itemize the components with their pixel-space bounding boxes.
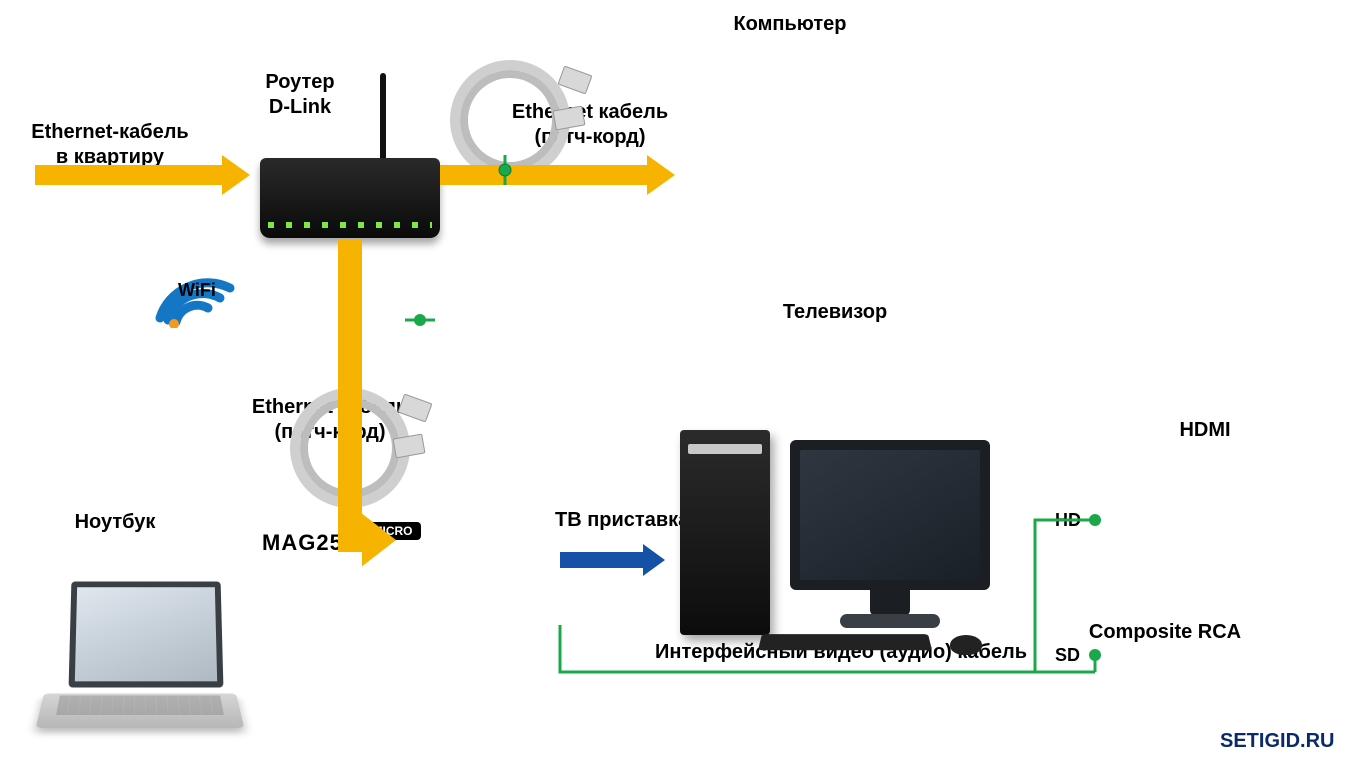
ethernet-cable-icon [450,60,570,180]
mag250-badge: MAG250 MICRO [262,530,421,556]
label-tv: Телевизор [783,300,887,325]
laptop-device [40,580,240,740]
mag-text: MAG [262,530,316,555]
label-computer: Компьютер [733,12,846,37]
label-hd: HD [1055,510,1081,531]
label-hdmi: HDMI [1179,418,1230,443]
wifi-icon: WiFi [150,258,240,328]
diagram-canvas: { "labels": { "computer": "Компьютер", "… [0,0,1356,759]
label-rca: Composite RCA [1089,620,1241,645]
label-ethernet-in: Ethernet-кабель в квартиру [31,120,188,170]
mag-pill: MICRO [365,522,421,540]
wifi-text: WiFi [178,280,216,301]
ethernet-cable-icon [290,388,410,508]
label-laptop: Ноутбук [75,510,156,535]
label-router: Роутер D-Link [265,70,334,120]
label-sd: SD [1055,645,1080,666]
watermark: SETIGID.RU [1220,730,1334,753]
mag-num: 250 [316,530,356,555]
desktop-computer-device [680,430,1010,650]
router-device [260,158,440,238]
